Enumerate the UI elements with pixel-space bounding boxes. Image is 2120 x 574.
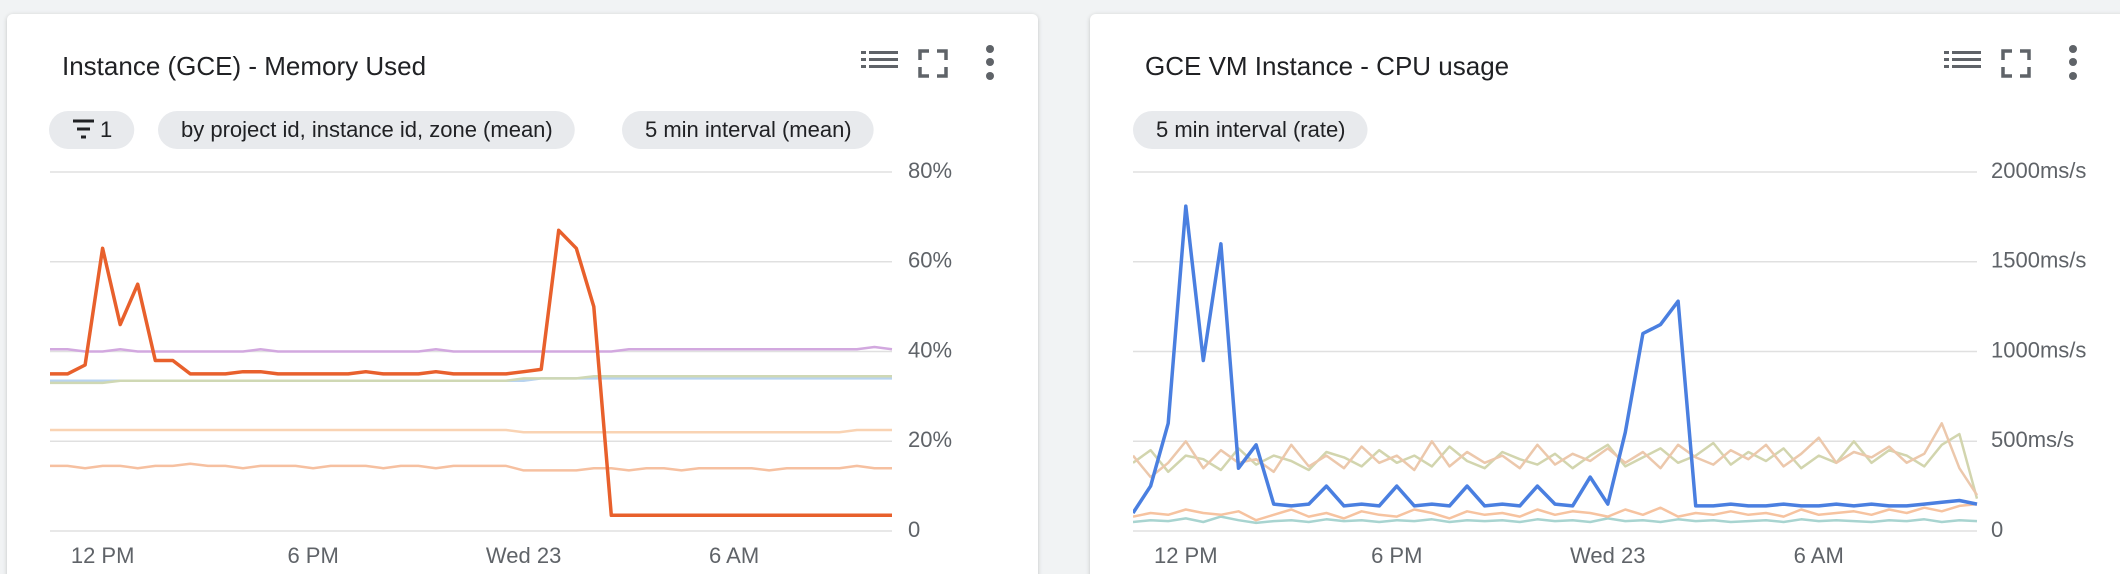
series-line xyxy=(50,374,892,385)
chip-background xyxy=(622,111,874,149)
y-tick-label: 0 xyxy=(1991,517,2003,542)
series-line xyxy=(50,428,892,434)
y-tick-label: 40% xyxy=(908,337,952,362)
y-tick-label: 80% xyxy=(908,158,952,183)
x-tick-label: 6 PM xyxy=(287,543,338,568)
filter-chip[interactable]: by project id, instance id, zone (mean) xyxy=(158,111,575,149)
x-tick-label: Wed 23 xyxy=(486,543,561,568)
series-line xyxy=(50,462,892,472)
fullscreen-button[interactable] xyxy=(918,49,948,78)
chip-label: 5 min interval (rate) xyxy=(1156,117,1346,142)
chip-background xyxy=(49,111,135,149)
y-tick-label: 500ms/s xyxy=(1991,427,2074,452)
y-tick-label: 0 xyxy=(908,517,920,542)
chip-background xyxy=(1133,111,1368,149)
filter-chip[interactable]: 5 min interval (rate) xyxy=(1133,111,1368,149)
y-tick-label: 1500ms/s xyxy=(1991,248,2086,273)
card-title: Instance (GCE) - Memory Used xyxy=(62,51,426,81)
y-tick-label: 60% xyxy=(908,248,952,273)
filter-icon xyxy=(73,119,94,139)
plot-area xyxy=(1133,204,1978,525)
x-tick-label: 12 PM xyxy=(71,543,135,568)
fullscreen-button[interactable] xyxy=(2001,49,2031,78)
chip-label: by project id, instance id, zone (mean) xyxy=(181,117,553,142)
series-line xyxy=(1133,502,1978,522)
x-tick-label: 12 PM xyxy=(1154,543,1218,568)
series-line xyxy=(50,345,893,353)
card-title: GCE VM Instance - CPU usage xyxy=(1145,51,1509,81)
filter-chip[interactable]: 5 min interval (mean) xyxy=(622,111,874,149)
chip-label: 5 min interval (mean) xyxy=(645,117,852,142)
legend-button[interactable] xyxy=(1944,51,1981,68)
more-button[interactable] xyxy=(2069,45,2077,80)
x-tick-label: Wed 23 xyxy=(1570,543,1645,568)
card xyxy=(1090,14,2120,574)
y-tick-label: 2000ms/s xyxy=(1991,158,2086,183)
x-tick-label: 6 PM xyxy=(1371,543,1422,568)
series-line xyxy=(50,228,892,518)
chip-label: 1 xyxy=(100,117,112,142)
chip-background xyxy=(158,111,575,149)
y-tick-label: 1000ms/s xyxy=(1991,337,2086,362)
series-line xyxy=(1133,204,1978,514)
plot-area xyxy=(50,228,893,518)
series-line xyxy=(1133,515,1978,525)
filter-chip[interactable]: 1 xyxy=(49,111,135,149)
x-tick-label: 6 AM xyxy=(709,543,759,568)
y-tick-label: 20% xyxy=(908,427,952,452)
card xyxy=(7,14,1038,574)
series-line xyxy=(1133,422,1978,496)
legend-button[interactable] xyxy=(861,51,898,68)
more-button[interactable] xyxy=(986,45,994,80)
x-tick-label: 6 AM xyxy=(1794,543,1844,568)
